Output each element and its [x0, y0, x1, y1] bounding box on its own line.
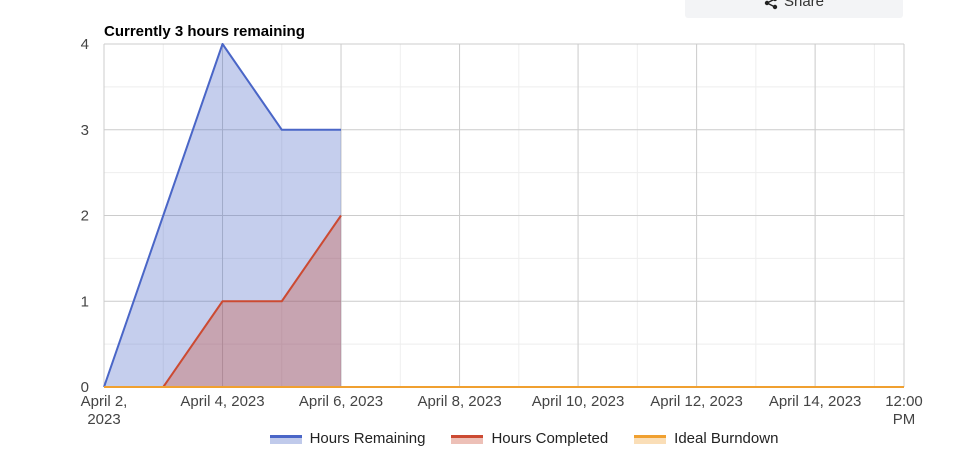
x-tick-label-line: PM: [893, 411, 916, 428]
legend-item: Ideal Burndown: [634, 430, 778, 447]
series-lines: [103, 43, 904, 388]
x-tick-label-line: April 2,: [81, 393, 128, 410]
x-tick-label-line: April 4, 2023: [180, 393, 264, 410]
chart-legend: Hours Remaining Hours Completed Ideal Burn…: [38, 430, 972, 447]
x-tick-label: April 12, 2023: [650, 393, 743, 410]
series-line-0: [103, 43, 342, 388]
x-tick-label: April 10, 2023: [532, 393, 625, 410]
x-tick-label-line: April 14, 2023: [769, 393, 862, 410]
legend-item: Hours Remaining: [269, 430, 426, 447]
y-tick-label: 2: [81, 208, 89, 225]
x-tick-label-line: 2023: [87, 411, 120, 428]
y-tick-label: 0: [81, 379, 89, 396]
share-button[interactable]: Share: [685, 0, 903, 18]
y-tick-label: 4: [81, 36, 89, 53]
burndown-chart: 0 1 2 3 4 April 2, 2023 April 4, 2023 April 6, …: [81, 36, 923, 428]
x-tick-label: April 14, 2023: [769, 393, 862, 410]
legend-label: Ideal Burndown: [674, 430, 779, 447]
share-icon: [764, 0, 778, 10]
x-tick-label-line: April 6, 2023: [299, 393, 383, 410]
y-tick-label: 1: [81, 293, 89, 310]
legend-swatch: [451, 434, 484, 444]
x-tick-label: April 8, 2023: [417, 393, 501, 410]
x-tick-label-line: April 10, 2023: [532, 393, 625, 410]
x-tick-label: April 6, 2023: [299, 393, 383, 410]
share-label: Share: [783, 0, 825, 10]
legend-item: Hours Completed: [451, 430, 608, 447]
y-axis-ticks: 0 1 2 3 4: [81, 36, 89, 396]
legend-swatch: [634, 434, 667, 444]
x-tick-label-line: April 8, 2023: [417, 393, 501, 410]
x-tick-label-line: 12:00: [885, 393, 923, 410]
chart-title: Currently 3 hours remaining: [104, 23, 305, 40]
legend-swatch: [269, 434, 302, 444]
x-tick-label: 12:00 PM: [885, 393, 923, 428]
x-tick-label-line: April 12, 2023: [650, 393, 743, 410]
x-tick-label: April 2, 2023: [81, 393, 128, 428]
y-tick-label: 3: [81, 122, 89, 139]
x-tick-label: April 4, 2023: [180, 393, 264, 410]
legend-label: Hours Remaining: [309, 430, 426, 447]
x-axis-ticks: April 2, 2023 April 4, 2023 April 6, 2023 Ap…: [81, 393, 923, 428]
legend-label: Hours Completed: [491, 430, 609, 447]
